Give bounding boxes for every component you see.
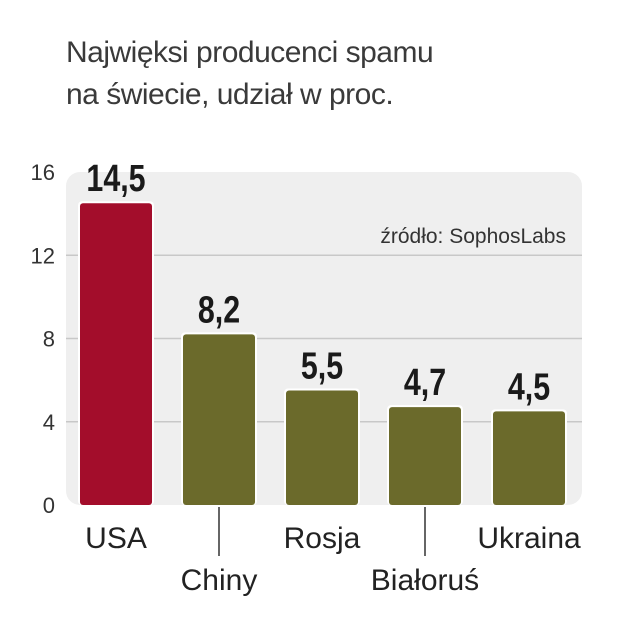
value-label: 4,5 bbox=[508, 366, 550, 408]
bar-usa bbox=[80, 203, 152, 505]
bar-ukraina bbox=[493, 411, 565, 505]
title-line-1: Najwięksi producenci spamu bbox=[66, 36, 434, 69]
value-label: 14,5 bbox=[86, 158, 145, 200]
value-label: 5,5 bbox=[301, 345, 343, 387]
y-tick-label: 8 bbox=[43, 327, 55, 352]
bar-chiny bbox=[183, 334, 255, 505]
bar-rosja bbox=[286, 390, 358, 505]
y-tick-label: 0 bbox=[43, 493, 55, 518]
bar-białoruś bbox=[389, 407, 461, 505]
category-label: Rosja bbox=[284, 522, 361, 555]
y-tick-label: 16 bbox=[31, 160, 55, 185]
y-tick-label: 12 bbox=[31, 243, 55, 268]
chart-title: Najwięksi producenci spamu na świecie, u… bbox=[66, 32, 434, 116]
source-label: źródło: SophosLabs bbox=[380, 225, 566, 248]
category-label: USA bbox=[85, 522, 147, 555]
value-label: 8,2 bbox=[198, 289, 240, 331]
category-label: Chiny bbox=[181, 564, 258, 597]
y-tick-label: 4 bbox=[43, 410, 55, 435]
category-label: Białoruś bbox=[371, 564, 479, 597]
title-line-2: na świecie, udział w proc. bbox=[66, 78, 394, 111]
category-label: Ukraina bbox=[477, 522, 581, 555]
value-label: 4,7 bbox=[404, 362, 446, 404]
